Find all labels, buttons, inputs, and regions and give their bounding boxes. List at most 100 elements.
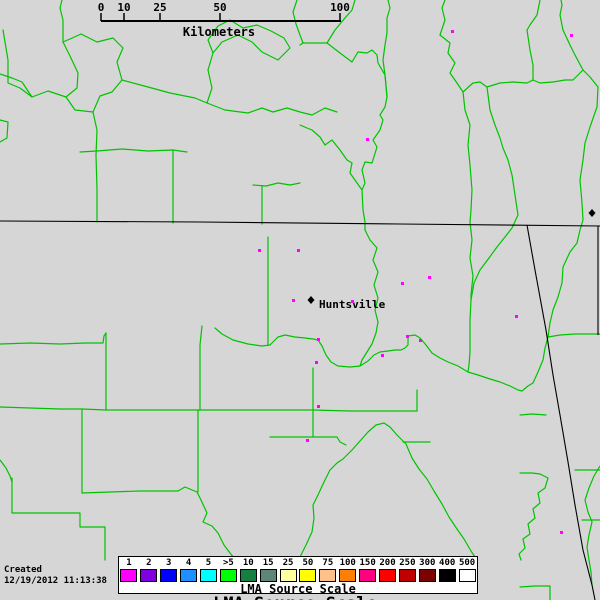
legend-value-label: >5 (222, 558, 234, 568)
legend-entry: 100 (338, 558, 358, 582)
legend-value-label: 25 (282, 558, 294, 568)
legend-color-swatch (418, 569, 436, 582)
county-line (299, 42, 388, 191)
lma-source-dot (381, 354, 384, 357)
legend-entry: 250 (397, 558, 417, 582)
scalebar-tick-label: 100 (330, 1, 350, 14)
county-line (584, 465, 600, 586)
scalebar-unit-label: Kilometers (182, 25, 256, 39)
lma-source-dot (351, 300, 354, 303)
legend-entry: 25 (278, 558, 298, 582)
legend-entry: 10 (238, 558, 258, 582)
legend-color-swatch (339, 569, 357, 582)
county-line (526, 29, 534, 81)
county-line (462, 91, 474, 301)
county-line (547, 333, 600, 338)
county-line (382, 0, 391, 98)
legend-title: LMA Source Scale (240, 582, 356, 596)
legend-value-label: 1 (126, 558, 132, 568)
county-line (252, 182, 301, 187)
lma-source-dot (515, 315, 518, 318)
state-line (526, 224, 596, 600)
legend-value-label: 3 (166, 558, 172, 568)
legend-entry: 300 (417, 558, 437, 582)
scalebar (100, 13, 341, 22)
county-line (0, 332, 107, 345)
legend-entry: 500 (457, 558, 477, 582)
county-line (79, 148, 188, 153)
legend-entry: 5 (199, 558, 219, 582)
legend-value-label: 150 (359, 558, 376, 568)
lma-source-scale-legend: 1 2 3 4 5 >5 10 15 25 50 75 100 150 200 250 300 400 500 L… (118, 556, 478, 596)
county-line (562, 29, 584, 71)
legend-color-swatch (180, 569, 198, 582)
legend-entry: 200 (378, 558, 398, 582)
legend-color-swatch (140, 569, 158, 582)
county-line (0, 73, 33, 98)
county-line (518, 473, 549, 561)
lma-source-dot (317, 338, 320, 341)
legend-value-label: 4 (185, 558, 192, 568)
legend-color-swatch (259, 569, 277, 582)
lma-source-dot (451, 30, 454, 33)
legend-color-swatch (120, 569, 138, 582)
state-boundaries (0, 220, 600, 600)
location-diamond-icon (307, 296, 315, 304)
lma-source-dots (258, 30, 573, 534)
lma-source-dot (570, 34, 573, 37)
lma-source-dot (401, 282, 404, 285)
legend-entry: 75 (318, 558, 338, 582)
county-line (62, 33, 124, 113)
created-timestamp: Created 12/19/2012 11:13:38 (4, 565, 107, 587)
legend-entry: 15 (258, 558, 278, 582)
county-line (81, 486, 237, 561)
county-line (519, 585, 551, 600)
legend-color-swatch (319, 569, 337, 582)
legend-color-swatch (239, 569, 257, 582)
legend-entry: 4 (179, 558, 199, 582)
county-line (299, 422, 478, 561)
county-line (199, 325, 203, 411)
scalebar-tick-label: 0 (97, 1, 105, 14)
county-line (467, 86, 519, 373)
legend-color-swatch (458, 569, 476, 582)
legend-value-label: 250 (399, 558, 416, 568)
scalebar-tick-label: 10 (117, 1, 131, 14)
county-line (439, 34, 584, 93)
lma-source-dot (258, 249, 261, 252)
legend-color-swatch (299, 569, 317, 582)
lma-source-dot (560, 531, 563, 534)
lma-source-dot (428, 276, 431, 279)
location-diamond-icon (588, 209, 596, 217)
legend-value-label: 50 (302, 558, 314, 568)
legend-entry: 1 (119, 558, 139, 582)
county-line (2, 29, 67, 98)
county-line (559, 0, 564, 31)
legend-value-label: 200 (379, 558, 396, 568)
county-line (526, 0, 541, 31)
lma-source-dot (315, 361, 318, 364)
county-line (547, 69, 599, 338)
county-line (292, 0, 304, 44)
lma-source-dot (297, 249, 300, 252)
station-markers (307, 209, 596, 304)
lma-source-dot (419, 339, 422, 342)
lma-source-dot (306, 439, 309, 442)
lma-source-dot (292, 299, 295, 302)
legend-color-swatch (359, 569, 377, 582)
county-line (0, 459, 13, 483)
county-line (269, 436, 347, 446)
county-line (92, 111, 98, 223)
scalebar-tick-label: 25 (153, 1, 167, 14)
county-line (519, 472, 541, 475)
state-line (0, 220, 600, 227)
created-label: Created (4, 565, 42, 575)
legend-color-swatch (279, 569, 297, 582)
legend-value-label: 15 (262, 558, 274, 568)
legend-entries-row: 1 2 3 4 5 >5 10 15 25 50 75 100 150 200 250 300 400 500 (119, 557, 477, 582)
city-label-huntsville: Huntsville (319, 298, 386, 311)
legend-value-label: 100 (339, 558, 356, 568)
legend-entry: 400 (437, 558, 457, 582)
county-line (439, 0, 446, 36)
